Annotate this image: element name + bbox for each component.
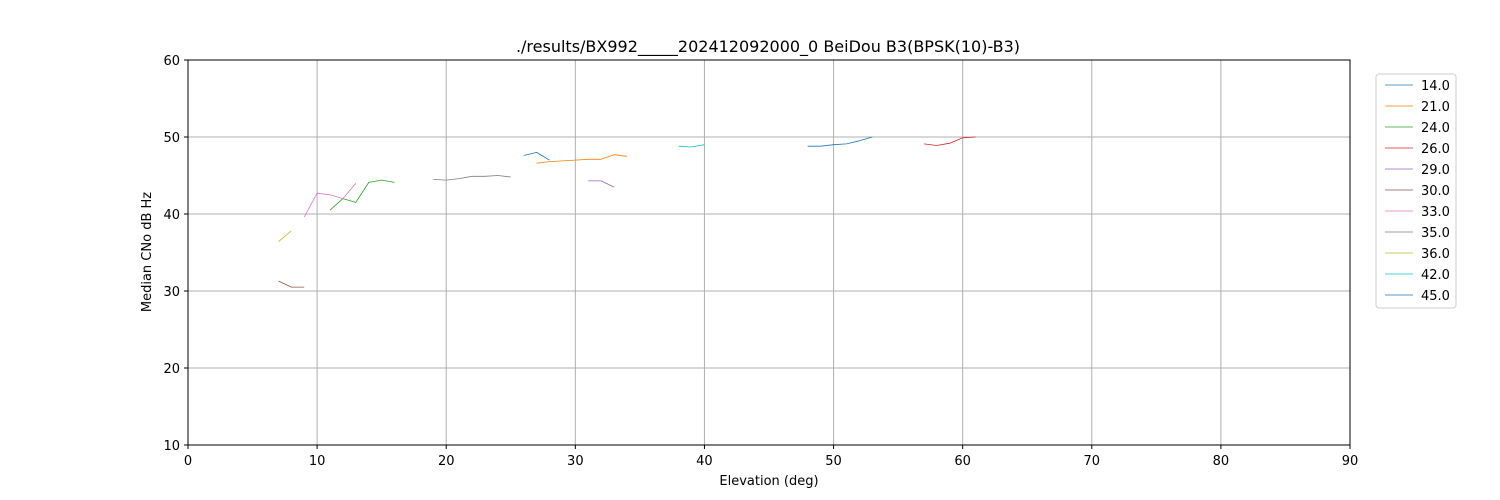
- legend-label: 45.0: [1421, 289, 1450, 304]
- y-tick-label: 50: [163, 131, 180, 146]
- legend-entry[interactable]: 24.0: [1385, 121, 1450, 136]
- y-tick-label: 60: [163, 54, 180, 69]
- series-line-33-0: [303, 182, 357, 218]
- legend-label: 35.0: [1421, 226, 1450, 241]
- legend-label: 33.0: [1421, 205, 1450, 220]
- x-tick-label: 40: [696, 454, 713, 469]
- legend-entry[interactable]: 42.0: [1385, 268, 1450, 283]
- x-tick-label: 90: [1342, 454, 1359, 469]
- legend-label: 36.0: [1421, 247, 1450, 262]
- x-tick-label: 0: [184, 454, 192, 469]
- legend-entry[interactable]: 45.0: [1385, 289, 1450, 304]
- x-tick-label: 70: [1084, 454, 1101, 469]
- legend-entry[interactable]: 14.0: [1385, 79, 1450, 94]
- series-line-26-0: [923, 136, 976, 146]
- x-tick-label: 10: [309, 454, 326, 469]
- series-line-29-0: [588, 180, 615, 188]
- y-axis-label: Median CNo dB Hz: [140, 192, 155, 312]
- x-tick-label: 30: [567, 454, 584, 469]
- y-tick-label: 20: [163, 362, 180, 377]
- y-tick-label: 30: [163, 285, 180, 300]
- legend-entry[interactable]: 36.0: [1385, 247, 1450, 262]
- x-axis-label: Elevation (deg): [719, 474, 818, 489]
- legend-entry[interactable]: 29.0: [1385, 163, 1450, 178]
- legend-label: 29.0: [1421, 163, 1450, 178]
- series-line-21-0: [536, 154, 628, 164]
- y-tick-label: 10: [163, 439, 180, 454]
- series-line-45-0: [523, 151, 550, 161]
- y-axis-ticks: 10 20 30 40 50 60: [163, 54, 188, 454]
- series-line-24-0: [329, 179, 395, 211]
- x-axis-ticks: 0 10 20 30 40 50 60 70 80 90: [184, 445, 1358, 469]
- legend-entry[interactable]: 33.0: [1385, 205, 1450, 220]
- legend[interactable]: 14.0 21.0 24.0 26.0 29.0 30.0 33.0 35.0 36.0 42.0…: [1375, 73, 1457, 309]
- y-tick-label: 40: [163, 208, 180, 223]
- x-tick-label: 50: [825, 454, 842, 469]
- legend-label: 24.0: [1421, 121, 1450, 136]
- series-line-30-0: [278, 280, 305, 288]
- series-line-14-0: [807, 136, 873, 147]
- series-line-42-0: [678, 144, 705, 148]
- series-line-35-0: [433, 175, 511, 181]
- legend-entry[interactable]: 35.0: [1385, 226, 1450, 241]
- legend-label: 42.0: [1421, 268, 1450, 283]
- legend-frame: [1375, 73, 1457, 309]
- x-tick-label: 60: [954, 454, 971, 469]
- legend-label: 14.0: [1421, 79, 1450, 94]
- plot-frame: [187, 59, 1351, 446]
- legend-label: 30.0: [1421, 184, 1450, 199]
- chart-title: ./results/BX992_____202412092000_0 BeiDo…: [516, 37, 1020, 57]
- legend-label: 26.0: [1421, 142, 1450, 157]
- series-line-36-0: [278, 230, 292, 243]
- x-tick-label: 20: [438, 454, 455, 469]
- legend-label: 21.0: [1421, 100, 1450, 115]
- legend-entry[interactable]: 26.0: [1385, 142, 1450, 157]
- x-tick-label: 80: [1213, 454, 1230, 469]
- legend-entry[interactable]: 30.0: [1385, 184, 1450, 199]
- series-group: [278, 136, 976, 288]
- legend-entry[interactable]: 21.0: [1385, 100, 1450, 115]
